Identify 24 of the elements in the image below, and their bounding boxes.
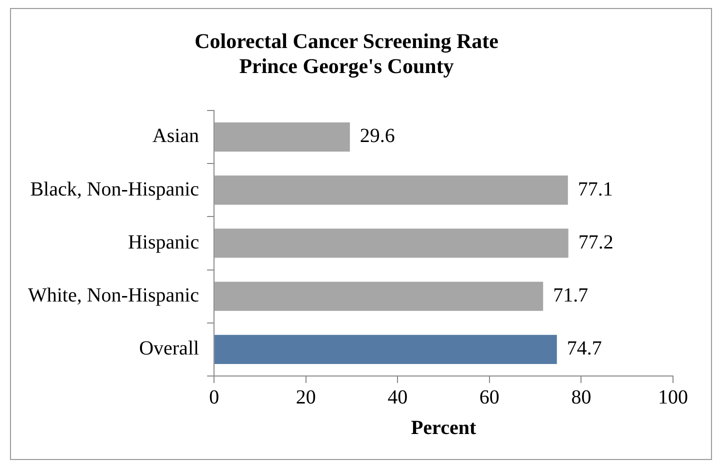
text: Colorectal Cancer Screening Rate <box>194 29 498 54</box>
bar <box>214 175 568 205</box>
y-tick-label: Hispanic <box>128 231 200 254</box>
bar <box>214 334 557 364</box>
y-tick-label: Black, Non-Hispanic <box>30 178 200 200</box>
x-tick-label: 0 <box>209 386 220 408</box>
y-tick-label: Overall <box>139 338 200 360</box>
x-tick-label: 40 <box>388 386 408 408</box>
data-label: 71.7 <box>553 284 588 307</box>
bar <box>214 228 568 258</box>
y-tick-label: Asian <box>152 125 200 148</box>
bar <box>214 122 350 152</box>
y-tick-label: White, Non-Hispanic <box>28 284 200 307</box>
x-tick-label: 60 <box>479 386 500 408</box>
x-axis-title: Percent <box>410 417 476 440</box>
data-label: 77.1 <box>578 178 613 200</box>
data-label: 77.2 <box>578 231 614 254</box>
text: Prince George's County <box>239 54 454 78</box>
x-tick-label: 80 <box>571 386 592 408</box>
data-label: 74.7 <box>566 338 602 360</box>
data-label: 29.6 <box>360 125 395 148</box>
bar <box>214 282 544 311</box>
x-tick-label: 20 <box>296 386 316 408</box>
x-tick-label: 100 <box>658 386 688 408</box>
